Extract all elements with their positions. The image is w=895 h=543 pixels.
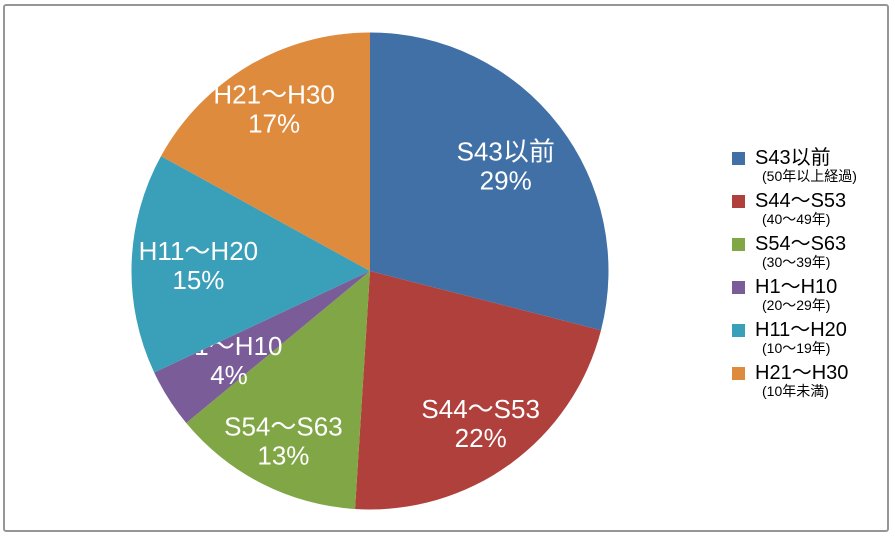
legend-swatch-icon [732, 281, 745, 294]
pie-slice-percent: 17% [248, 108, 300, 138]
pie-slice-2 [355, 271, 602, 510]
pie-slice-label: H11〜H20 [139, 236, 258, 266]
pie-slice-1 [370, 32, 609, 331]
pie-slice-percent: 15% [172, 265, 224, 295]
legend-sublabel: (40〜49年) [762, 211, 831, 227]
legend-sublabel: (10年未満) [762, 383, 829, 399]
legend-label: S44〜S53 [755, 190, 847, 212]
legend-label: H1〜H10 [755, 276, 838, 298]
pie-slice-label: S43以前 [457, 136, 555, 166]
legend-label: H21〜H30 [755, 362, 849, 384]
pie-slice-4 [154, 271, 370, 424]
legend-label: H11〜H20 [755, 319, 847, 341]
pie-slice-3 [186, 271, 370, 510]
legend-item: S44〜S53 (40〜49年) [732, 190, 887, 227]
legend-label: S43以前 [755, 147, 831, 169]
legend-swatch-icon [732, 152, 745, 165]
pie-slice-label: S44〜S53 [421, 394, 540, 424]
legend-sublabel: (50年以上経過) [762, 168, 857, 184]
legend-swatch-icon [732, 238, 745, 251]
legend-item: H21〜H30 (10年未満) [732, 362, 887, 399]
pie-slice-label: S54〜S63 [224, 412, 343, 442]
legend-item: H11〜H20 (10〜19年) [732, 319, 887, 356]
pie-slice-percent: 13% [257, 441, 309, 471]
pie-slice-5 [131, 156, 370, 373]
legend-sublabel: (20〜29年) [762, 297, 831, 313]
legend-swatch-icon [732, 195, 745, 208]
legend-swatch-icon [732, 324, 745, 337]
legend-sublabel: (10〜19年) [762, 340, 831, 356]
pie-slice-percent: 29% [480, 165, 532, 195]
legend-item: S43以前 (50年以上経過) [732, 147, 887, 184]
pie-slice-6 [161, 32, 370, 271]
chart-legend: S43以前 (50年以上経過) S44〜S53 (40〜49年) S54〜S63… [732, 147, 887, 405]
pie-slice-label: H21〜H30 [213, 79, 334, 109]
legend-item: H1〜H10 (20〜29年) [732, 276, 887, 313]
legend-label: S54〜S63 [755, 233, 847, 255]
pie-slice-percent: 4% [210, 360, 248, 390]
legend-swatch-icon [732, 367, 745, 380]
legend-sublabel: (30〜39年) [762, 254, 831, 270]
pie-slice-percent: 22% [455, 423, 507, 453]
legend-item: S54〜S63 (30〜39年) [732, 233, 887, 270]
